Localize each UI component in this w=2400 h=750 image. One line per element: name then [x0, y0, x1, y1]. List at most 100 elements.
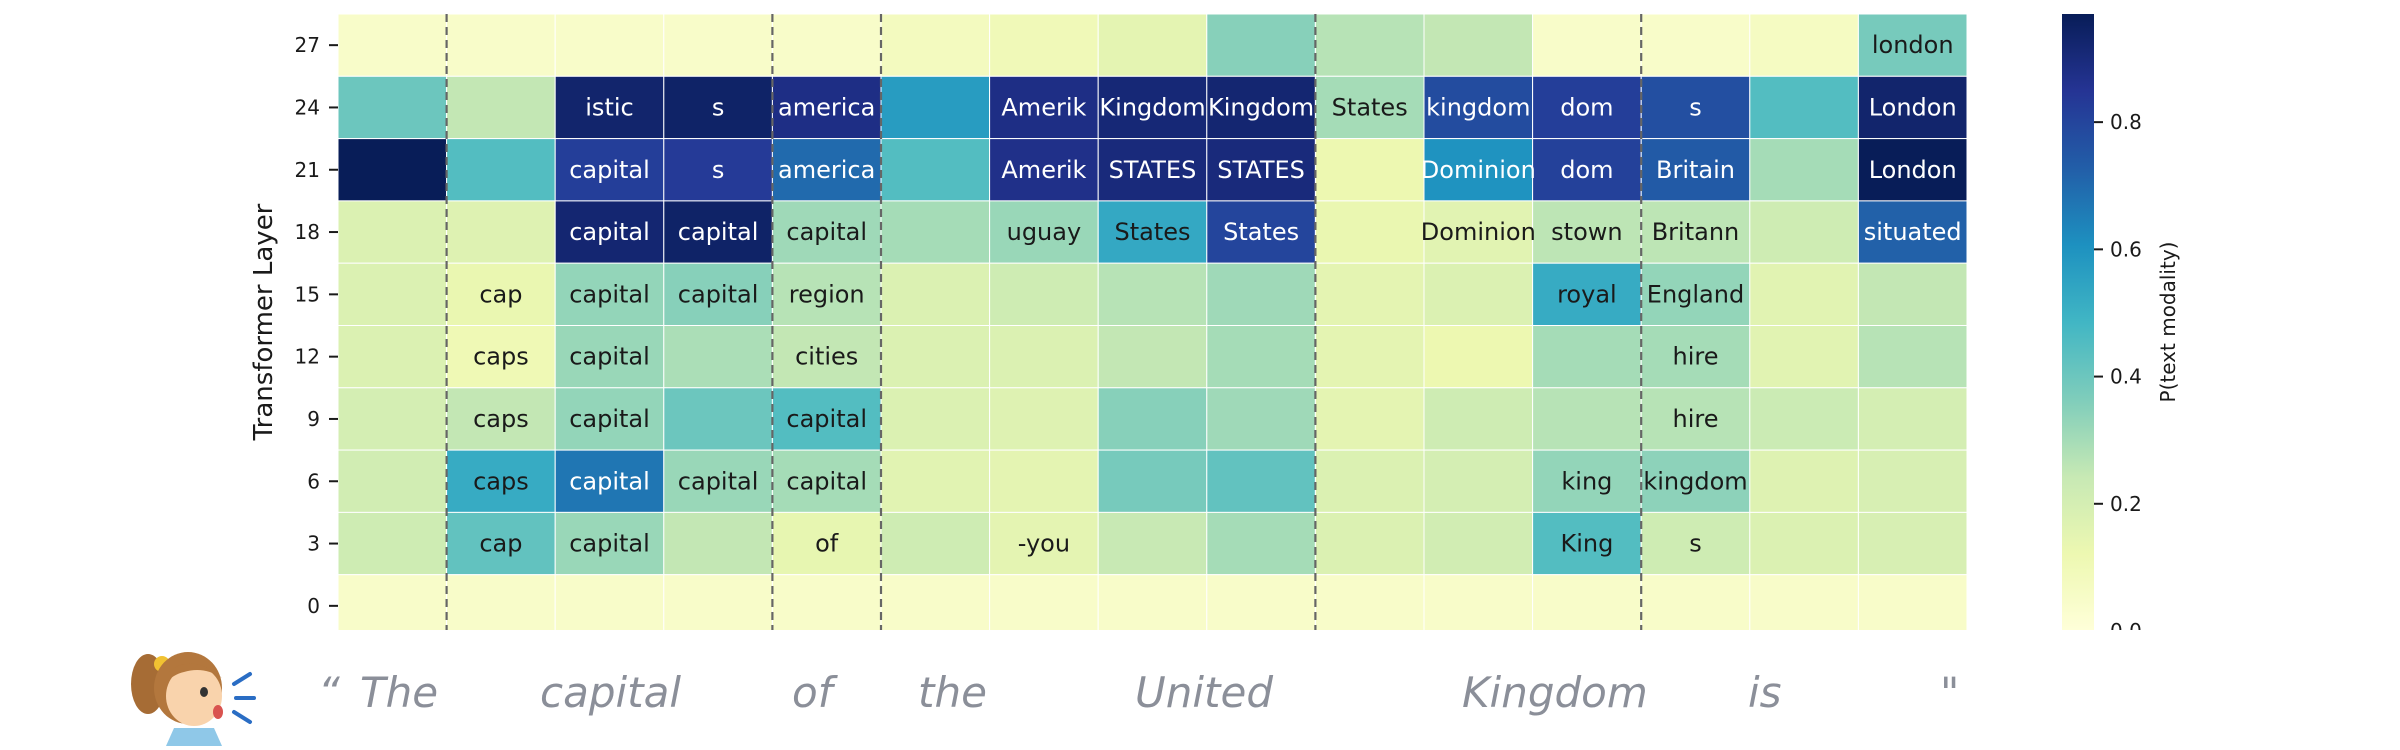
heatmap-cell	[337, 574, 448, 630]
heatmap-cell	[1857, 387, 1968, 451]
heatmap-cell	[1423, 449, 1534, 513]
heatmap-cell	[1640, 449, 1751, 513]
heatmap-cell	[337, 75, 448, 140]
cell-label: London	[1869, 156, 1957, 184]
cell-label: stown	[1551, 218, 1622, 246]
colorbar	[2062, 14, 2094, 630]
cell-label: america	[778, 156, 875, 184]
colorbar-tick-label: 0.4	[2110, 365, 2142, 389]
heatmap-cell	[989, 387, 1099, 451]
heatmap-cell	[1206, 262, 1316, 327]
heatmap-cell	[1097, 325, 1208, 389]
cell-label: capital	[569, 218, 650, 246]
cell-label: caps	[473, 405, 529, 433]
heatmap-cell	[1857, 13, 1968, 77]
heatmap-cell	[1206, 387, 1316, 451]
cell-label: london	[1872, 31, 1954, 59]
heatmap-cell	[446, 200, 556, 264]
cell-label: Britain	[1656, 156, 1735, 184]
cell-label: capital	[786, 405, 867, 433]
heatmap-cell	[1749, 262, 1859, 327]
heatmap-cell	[1206, 200, 1316, 264]
heatmap-cell	[1314, 574, 1425, 630]
heatmap-cell	[880, 138, 991, 202]
y-tick-label: 12	[295, 345, 320, 369]
heatmap-cell	[554, 200, 665, 264]
cell-label: capital	[678, 280, 759, 308]
heatmap-cell	[1640, 574, 1751, 630]
heatmap-cell	[663, 200, 773, 264]
cell-label: capital	[569, 156, 650, 184]
heatmap-cell	[446, 138, 556, 202]
heatmap-cell	[1749, 138, 1859, 202]
cell-label: hire	[1673, 343, 1719, 371]
cell-label: King	[1560, 530, 1613, 558]
cell-label: capital	[569, 280, 650, 308]
cell-label: caps	[473, 467, 529, 495]
cell-label: Kingdom	[1208, 93, 1314, 121]
heatmap-cell	[1640, 13, 1751, 77]
heatmap-cell	[771, 574, 882, 630]
colorbar-ticks: 0.0 0.2 0.4 0.6 0.8	[2094, 110, 2142, 630]
cell-label: istic	[585, 93, 633, 121]
cell-label: States	[1223, 218, 1299, 246]
heatmap-cell	[771, 200, 882, 264]
cell-label: Dominion	[1421, 218, 1536, 246]
heatmap-cell	[880, 574, 991, 630]
heatmap-cell	[663, 387, 773, 451]
heatmap-cell	[554, 574, 665, 630]
heatmap-cell	[1640, 325, 1751, 389]
cell-label: cap	[479, 530, 522, 558]
heatmap-cell	[1423, 387, 1534, 451]
heatmap-cell	[1640, 262, 1751, 327]
y-axis-label: Transformer Layer	[249, 203, 279, 441]
heatmap-cell	[989, 574, 1099, 630]
heatmap-cell	[880, 75, 991, 140]
heatmap-cell	[1097, 449, 1208, 513]
heatmap-cell	[1314, 449, 1425, 513]
heatmap-cell	[1857, 511, 1968, 576]
heatmap-cell	[1749, 387, 1859, 451]
heatmap-cell	[771, 75, 882, 140]
colorbar-tick-label: 0.6	[2110, 237, 2142, 261]
heatmap-cell	[554, 13, 665, 77]
heatmap-cell	[446, 574, 556, 630]
cell-label: capital	[678, 467, 759, 495]
heatmap-cell	[446, 449, 556, 513]
y-tick-label: 24	[295, 95, 320, 119]
heatmap-cell	[1640, 75, 1751, 140]
cell-label: Amerik	[1001, 156, 1086, 184]
heatmap-cell	[446, 511, 556, 576]
cell-label: capital	[569, 405, 650, 433]
cell-label: capital	[569, 467, 650, 495]
heatmap-cell	[1314, 75, 1425, 140]
heatmap-cell	[1206, 449, 1316, 513]
heatmap-cell	[989, 325, 1099, 389]
heatmap-cell	[1749, 200, 1859, 264]
cell-label: capital	[569, 343, 650, 371]
heatmap-cell	[1097, 75, 1208, 140]
cell-label: dom	[1560, 93, 1613, 121]
y-tick-label: 9	[307, 407, 320, 431]
heatmap-cell	[1532, 574, 1642, 630]
heatmap-cell	[1749, 574, 1859, 630]
y-tick-label: 18	[295, 220, 320, 244]
heatmap-cell	[1857, 449, 1968, 513]
heatmap-cell	[1532, 387, 1642, 451]
cell-label: -you	[1018, 530, 1070, 558]
cell-label: Dominion	[1421, 156, 1536, 184]
heatmap-cell	[1857, 138, 1968, 202]
cell-label: STATES	[1217, 156, 1305, 184]
heatmap-cell	[337, 138, 448, 202]
heatmap-cell	[337, 13, 448, 77]
heatmap-cell	[1532, 262, 1642, 327]
heatmap-cell	[1097, 387, 1208, 451]
heatmap-cell	[1314, 13, 1425, 77]
cell-label: dom	[1560, 156, 1613, 184]
heatmap-cell	[1857, 262, 1968, 327]
utterance-word: United	[1135, 668, 1273, 717]
heatmap-cell	[1206, 325, 1316, 389]
heatmap-cell	[1314, 200, 1425, 264]
cell-label: region	[789, 280, 865, 308]
